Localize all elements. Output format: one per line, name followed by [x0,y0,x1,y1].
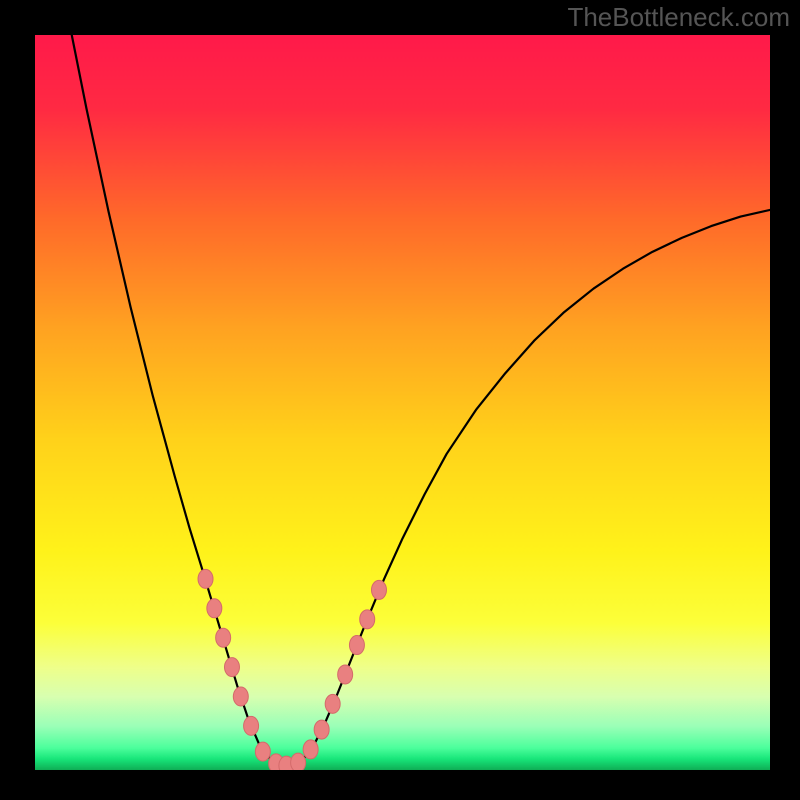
data-marker [198,569,213,588]
data-marker [371,580,386,599]
bottleneck-curve [72,35,770,766]
data-marker [303,740,318,759]
data-marker [255,742,270,761]
data-marker [338,665,353,684]
chart-overlay [35,35,770,770]
stage: TheBottleneck.com [0,0,800,800]
data-marker [360,610,375,629]
data-marker [244,716,259,735]
data-marker [233,687,248,706]
watermark-text: TheBottleneck.com [567,2,790,33]
data-marker [224,658,239,677]
data-marker [207,599,222,618]
plot-area [35,35,770,770]
data-marker [349,636,364,655]
data-marker [314,720,329,739]
data-marker [216,628,231,647]
data-marker [325,694,340,713]
data-marker [291,753,306,770]
